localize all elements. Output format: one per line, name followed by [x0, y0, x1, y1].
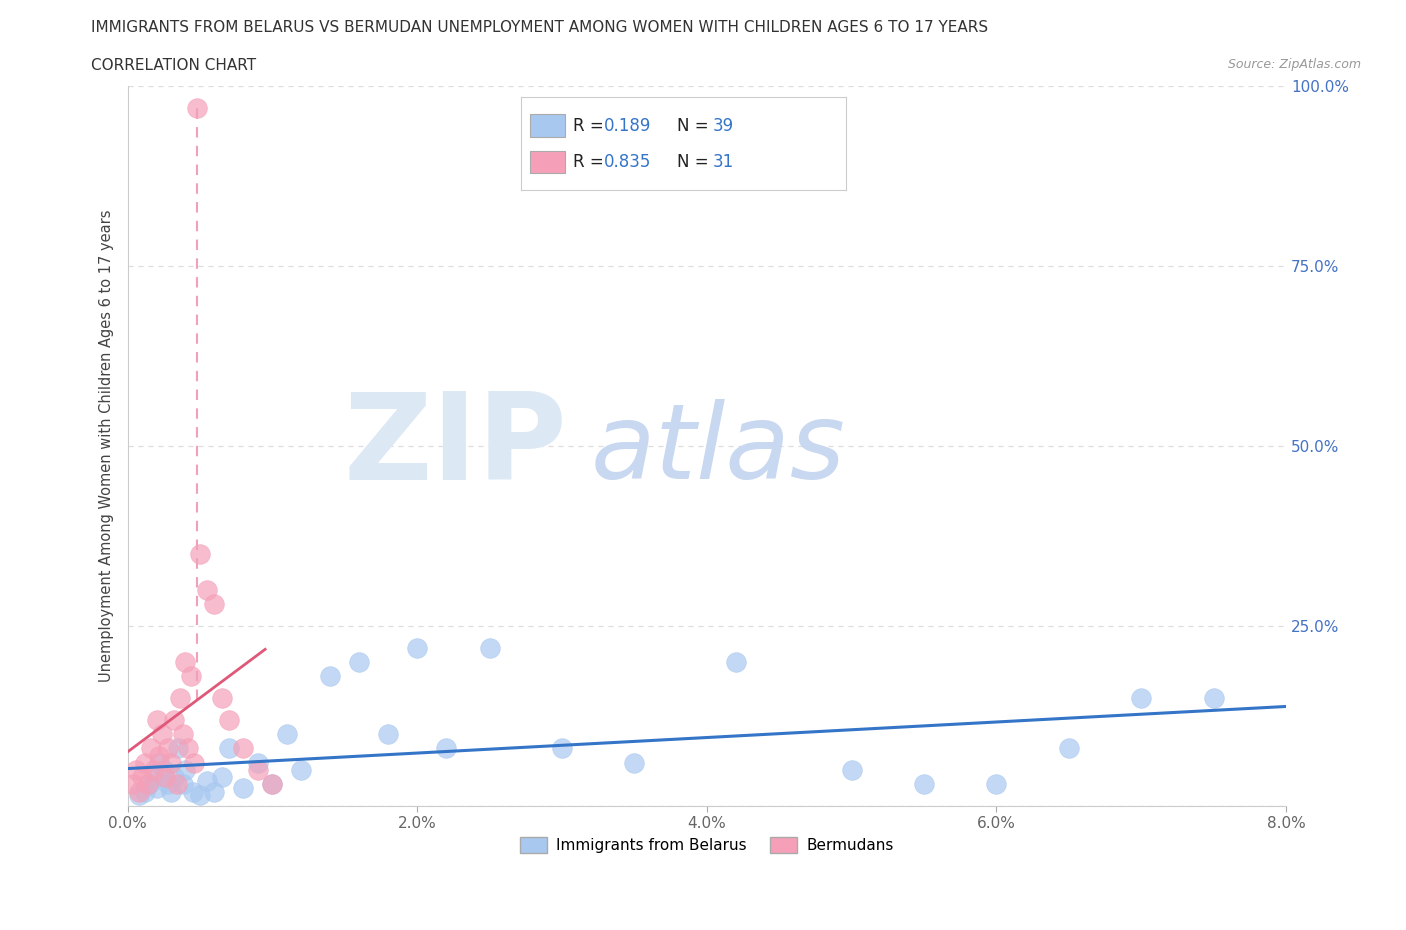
Point — [157, 777, 180, 791]
Point — [841, 763, 863, 777]
Point — [157, 741, 180, 756]
Point — [181, 784, 204, 799]
Point — [218, 712, 240, 727]
Point — [349, 655, 371, 670]
Point — [180, 669, 202, 684]
Point — [167, 741, 190, 756]
Point — [145, 780, 167, 795]
Point — [142, 763, 165, 777]
Point — [290, 763, 312, 777]
Point — [246, 755, 269, 770]
Point — [153, 770, 176, 785]
Text: ZIP: ZIP — [344, 388, 568, 505]
Point — [195, 582, 218, 597]
Point — [319, 669, 342, 684]
Point — [434, 741, 457, 756]
Point — [183, 755, 205, 770]
Point — [131, 770, 153, 785]
Point — [160, 755, 183, 770]
Y-axis label: Unemployment Among Women with Children Ages 6 to 17 years: Unemployment Among Women with Children A… — [100, 210, 114, 683]
Point — [406, 640, 429, 655]
Point — [134, 784, 156, 799]
Point — [724, 655, 747, 670]
Point — [163, 770, 186, 785]
Point — [160, 784, 183, 799]
Point — [232, 780, 254, 795]
Point — [150, 726, 173, 741]
Point — [211, 691, 233, 706]
Point — [148, 748, 170, 763]
Point — [188, 788, 211, 803]
Text: Source: ZipAtlas.com: Source: ZipAtlas.com — [1227, 58, 1361, 71]
Point — [136, 777, 159, 791]
Point — [1130, 691, 1153, 706]
Point — [169, 691, 191, 706]
Point — [128, 784, 150, 799]
Point — [174, 763, 197, 777]
Point — [276, 726, 298, 741]
Point — [986, 777, 1008, 791]
Point — [1202, 691, 1225, 706]
Point — [551, 741, 574, 756]
Point — [912, 777, 935, 791]
Point — [172, 777, 194, 791]
Point — [195, 774, 218, 789]
Legend: Immigrants from Belarus, Bermudans: Immigrants from Belarus, Bermudans — [513, 831, 900, 859]
Point — [172, 726, 194, 741]
Point — [623, 755, 645, 770]
Point — [1057, 741, 1080, 756]
Point — [204, 784, 226, 799]
Point — [128, 788, 150, 803]
Point — [232, 741, 254, 756]
Point — [218, 741, 240, 756]
Point — [145, 712, 167, 727]
Point — [188, 547, 211, 562]
Point — [246, 763, 269, 777]
Text: IMMIGRANTS FROM BELARUS VS BERMUDAN UNEMPLOYMENT AMONG WOMEN WITH CHILDREN AGES : IMMIGRANTS FROM BELARUS VS BERMUDAN UNEM… — [91, 20, 988, 35]
Point — [478, 640, 501, 655]
Point — [138, 777, 160, 791]
Point — [163, 712, 186, 727]
Point — [152, 763, 174, 777]
Point — [262, 777, 284, 791]
Point — [148, 755, 170, 770]
Point — [166, 777, 188, 791]
Point — [142, 770, 165, 785]
Point — [262, 777, 284, 791]
Point — [122, 777, 145, 791]
Text: CORRELATION CHART: CORRELATION CHART — [91, 58, 256, 73]
Point — [211, 770, 233, 785]
Point — [139, 741, 162, 756]
Text: atlas: atlas — [591, 399, 846, 500]
Point — [174, 655, 197, 670]
Point — [125, 763, 148, 777]
Point — [377, 726, 399, 741]
Point — [204, 597, 226, 612]
Point — [134, 755, 156, 770]
Point — [186, 100, 208, 115]
Point — [177, 741, 200, 756]
